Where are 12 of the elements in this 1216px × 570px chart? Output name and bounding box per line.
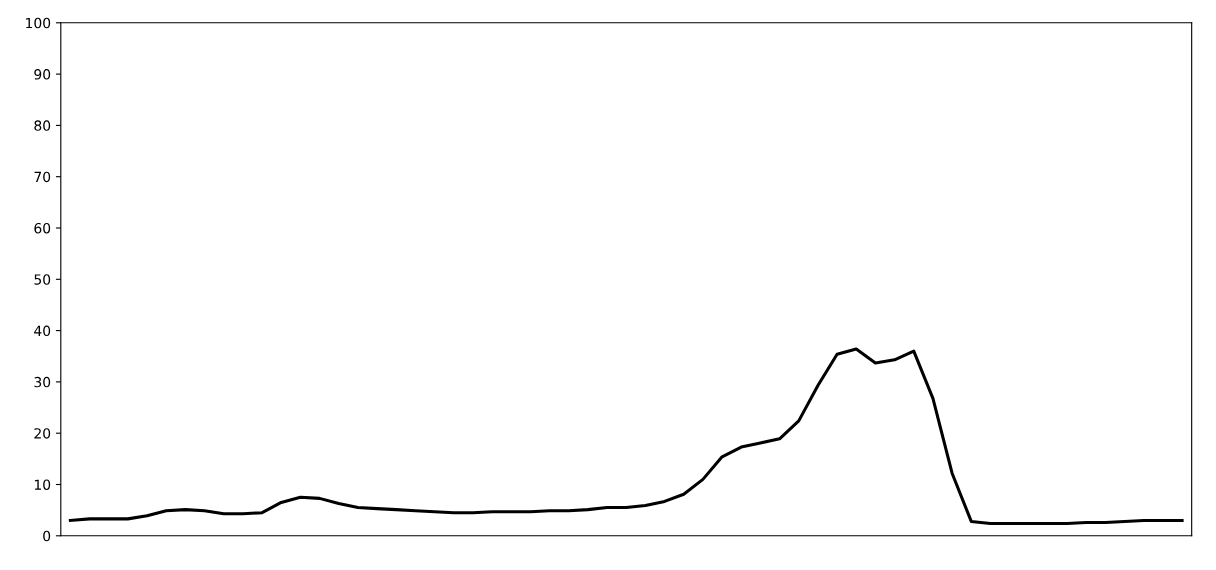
line-series xyxy=(68,347,1184,526)
y-tick-label: 10 xyxy=(34,479,51,490)
y-tick-label: 80 xyxy=(34,120,51,131)
y-tick-label: 20 xyxy=(34,428,51,439)
y-tick-label: 0 xyxy=(43,530,51,542)
y-tick-label: 100 xyxy=(26,17,51,29)
y-tick-label: 50 xyxy=(34,274,51,285)
y-tick-label: 90 xyxy=(34,69,51,80)
y-tick-label: 70 xyxy=(34,171,51,183)
y-tick-label: 30 xyxy=(34,376,51,388)
y-tick-label: 40 xyxy=(34,325,51,337)
y-tick-label: 60 xyxy=(34,222,51,234)
